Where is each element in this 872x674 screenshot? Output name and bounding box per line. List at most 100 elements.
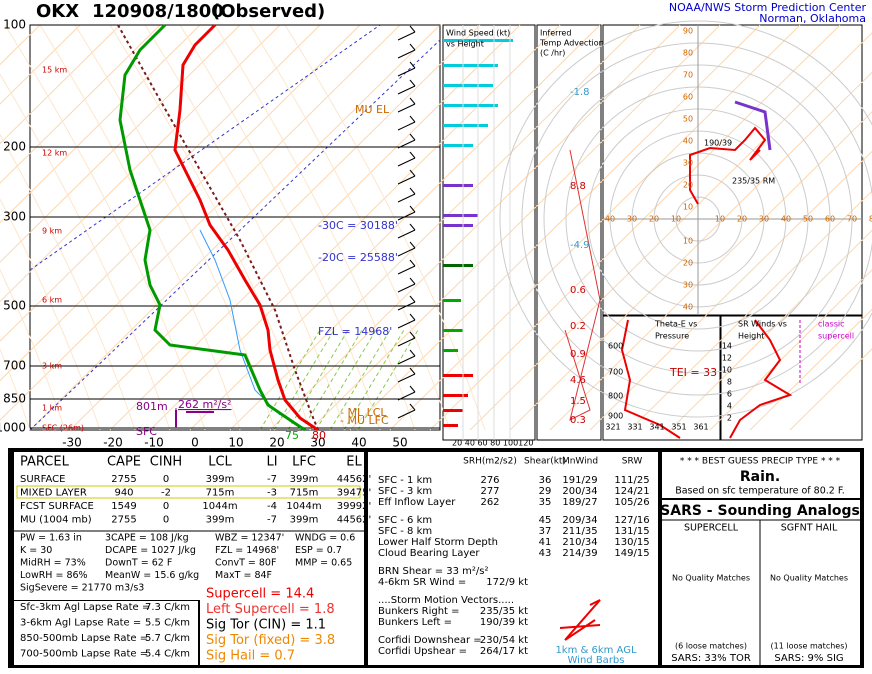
parcel-cell: -2 — [161, 488, 171, 499]
precip-type: Rain. — [740, 469, 780, 485]
dewpoint-trace — [118, 23, 306, 432]
isotherm — [429, 24, 841, 431]
wind-barb — [397, 67, 416, 77]
wind-barb — [409, 133, 416, 141]
dry-adiabat — [214, 24, 416, 431]
parcel-header: LCL — [208, 455, 232, 470]
temp-tick: 20 — [269, 436, 284, 450]
mixing-ratio — [273, 329, 335, 431]
storm-type: classic — [818, 320, 844, 329]
kin-cell: 210/34 — [562, 537, 597, 548]
parcel-cell: -4 — [267, 501, 277, 512]
dry-adiabat — [0, 73, 171, 431]
wetbulb-trace — [199, 229, 281, 416]
theta-tick: 331 — [627, 423, 642, 432]
kin-header: Shear(kt) — [524, 457, 566, 467]
isotherm — [629, 190, 872, 431]
lapse-label: 850-500mb Lapse Rate = — [20, 633, 148, 644]
panel — [662, 452, 860, 498]
kin-cell: 149/15 — [614, 548, 649, 559]
speed-bar — [443, 214, 478, 217]
wind-barb — [397, 283, 416, 293]
advection-value: 8.8 — [570, 181, 586, 192]
wind-barb — [409, 295, 416, 303]
wind-barb — [409, 313, 416, 321]
sars-col: SUPERCELL — [684, 523, 739, 534]
hodo-tick: 20 — [683, 259, 693, 268]
wind-barb — [409, 385, 416, 393]
pressure-tick: 700 — [3, 359, 26, 373]
dry-adiabat — [0, 268, 66, 431]
pressure-tick: 500 — [3, 299, 26, 313]
parcel-header: EL — [346, 455, 362, 470]
hodograph-upper — [734, 100, 772, 151]
sars-quality: No Quality Matches — [770, 574, 848, 583]
sr-tick: 10 — [722, 366, 732, 375]
kin-cell: 43 — [539, 548, 552, 559]
advection-value: 0.3 — [570, 415, 586, 426]
param: FZL = 14968' — [215, 545, 279, 556]
parcel-cell: 399m — [290, 515, 319, 526]
theta-tick: 321 — [605, 423, 620, 432]
wind-barb — [409, 403, 416, 411]
wind-barb — [409, 205, 416, 213]
parcel-cell: -7 — [267, 474, 277, 485]
param: 3CAPE = 108 J/kg — [105, 533, 189, 544]
lapse-value: 5.7 C/km — [145, 633, 190, 644]
speed-bar — [443, 64, 498, 67]
advection-value: 4.6 — [570, 375, 586, 386]
parcel-cell: 2755 — [111, 474, 136, 485]
wind-barb — [397, 247, 416, 257]
hodo-label: 190/39 — [704, 139, 732, 148]
isotherm — [0, 24, 241, 263]
annotation: SFC — [136, 425, 157, 438]
hodo-tick: 60 — [683, 93, 693, 102]
panel — [200, 583, 364, 665]
hodo-tick: 50 — [803, 215, 813, 224]
parcel-cell: MIXED LAYER — [20, 488, 87, 499]
isotherm — [0, 24, 81, 105]
lapse-value: 5.5 C/km — [145, 618, 190, 629]
kin-text: 190/39 kt — [480, 617, 528, 628]
skewt-lines — [0, 20, 872, 440]
hodo-tick: 30 — [627, 215, 637, 224]
parcel-cell: 715m — [206, 488, 235, 499]
index: Sig Hail = 0.7 — [206, 649, 295, 664]
sr-tick: 8 — [727, 378, 732, 387]
isotherm — [189, 24, 601, 431]
isotherm — [0, 24, 361, 382]
wind-barb — [409, 61, 416, 69]
height-label: 6 km — [42, 296, 62, 305]
theta-tick: 900 — [608, 412, 623, 421]
theta-tick: 341 — [649, 423, 664, 432]
dry-adiabat — [0, 348, 31, 431]
pressure-tick: 200 — [3, 140, 26, 154]
panel-title: Height — [738, 332, 764, 341]
kin-text: 264/17 kt — [480, 646, 528, 657]
kin-cell: 37 — [539, 526, 552, 537]
kin-text: Corfidi Upshear = — [378, 646, 467, 657]
theta-tick: 800 — [608, 392, 623, 401]
kin-cell: 211/35 — [562, 526, 597, 537]
hodo-tick: 60 — [825, 215, 835, 224]
parcel-cell: SURFACE — [20, 474, 65, 485]
height-label: SFC (26m) — [42, 424, 84, 433]
parcel-header: LFC — [292, 455, 316, 470]
speed-bar — [443, 349, 458, 352]
srwind-frame — [720, 315, 863, 441]
hodo-tick: 10 — [671, 215, 681, 224]
speed-bar — [443, 144, 473, 147]
wind-barb — [397, 373, 416, 383]
param: SigSevere = 21770 m3/s3 — [20, 583, 144, 594]
bottom-panels — [14, 452, 860, 665]
wind-barb — [409, 349, 416, 357]
place: Norman, Oklahoma — [759, 12, 866, 25]
kin-text: 172/9 kt — [486, 577, 528, 588]
kin-text: Bunkers Right = — [378, 606, 460, 617]
isotherm — [29, 24, 441, 431]
pressure-tick: 100 — [3, 18, 26, 32]
hodo-tick: 40 — [683, 303, 693, 312]
kin-cell: SFC - 8 km — [378, 526, 432, 537]
index: Sig Tor (CIN) = 1.1 — [206, 618, 326, 633]
